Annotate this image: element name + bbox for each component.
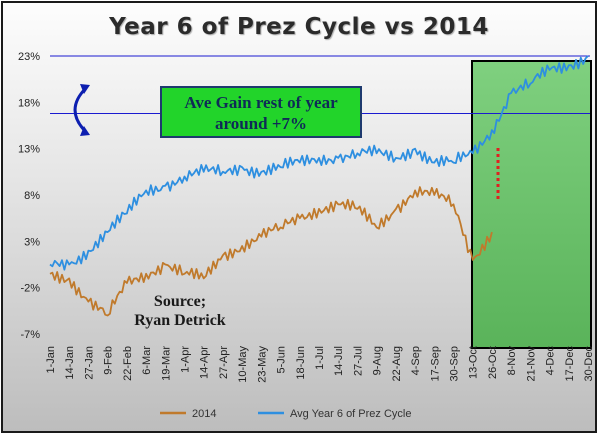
x-tick-label: 27-Jan [83,346,95,380]
source-line-2: Ryan Detrick [134,312,226,329]
series-line-2014 [49,186,493,317]
x-tick-label: 22-Feb [122,346,134,381]
x-tick-label: 9-Aug [372,346,384,375]
markers [73,84,500,202]
series-line-avg-year6 [49,55,589,271]
legend: 2014 Avg Year 6 of Prez Cycle [160,408,411,420]
arrow-head-bottom-icon [80,126,90,136]
x-tick-label: 18-Jun [295,346,307,380]
callout-box: Ave Gain rest of year around +7% [160,86,362,138]
x-tick-label: 5-Jun [276,346,288,374]
x-tick-label: 4-Sep [410,346,422,375]
legend-label: 2014 [192,408,216,420]
x-tick-label: 22-Aug [391,346,403,381]
y-tick-label: 3% [24,236,40,248]
x-tick-label: 17-Dec [564,346,576,382]
x-tick-label: 13-Oct [468,346,480,379]
double-arrow-icon [73,86,88,134]
x-tick-label: 14-Apr [199,346,211,379]
y-tick-label: -2% [20,283,40,295]
x-tick-label: 23-May [256,346,268,383]
callout-line-1: Ave Gain rest of year [184,93,338,112]
x-tick-label: 9-Feb [103,346,115,375]
x-tick-label: 10-May [237,346,249,383]
x-tick-label: 26-Oct [487,346,499,379]
x-tick-label: 30-Dec [583,346,595,382]
x-tick-label: 17-Sep [429,346,441,381]
y-tick-label: -7% [20,329,40,341]
source-note: Source; Ryan Detrick [120,292,240,330]
series-layer [49,55,589,317]
chart-title: Year 6 of Prez Cycle vs 2014 [109,14,489,40]
legend-label: Avg Year 6 of Prez Cycle [290,408,411,420]
x-tick-label: 6-Mar [141,346,153,375]
callout-line-2: around +7% [214,114,308,133]
x-tick-label: 1-Jul [314,346,326,370]
y-axis: 23% 18% 13% 8% 3% -2% -7% [18,51,40,341]
x-tick-label: 14-Jan [64,346,76,380]
x-tick-label: 4-Dec [545,346,557,376]
source-line-1: Source; [153,293,207,310]
y-tick-label: 18% [18,97,40,109]
x-tick-label: 30-Sep [449,346,461,381]
x-tick-label: 27-Jul [352,346,364,376]
arrow-head-top-icon [80,84,90,94]
y-tick-label: 13% [18,144,40,156]
x-tick-label: 21-Nov [525,346,537,382]
y-tick-label: 23% [18,51,40,63]
x-tick-label: 8-Nov [506,346,518,376]
y-tick-label: 8% [24,190,40,202]
x-tick-label: 27-Apr [218,346,230,379]
x-tick-label: 19-Mar [160,346,172,381]
x-tick-label: 1-Apr [180,346,192,373]
highlight-region [471,60,592,349]
x-tick-label: 14-Jul [333,346,345,376]
x-tick-label: 1-Jan [45,346,57,374]
x-axis: 1-Jan 14-Jan 27-Jan 9-Feb 22-Feb 6-Mar 19-Mar 1… [45,346,595,383]
